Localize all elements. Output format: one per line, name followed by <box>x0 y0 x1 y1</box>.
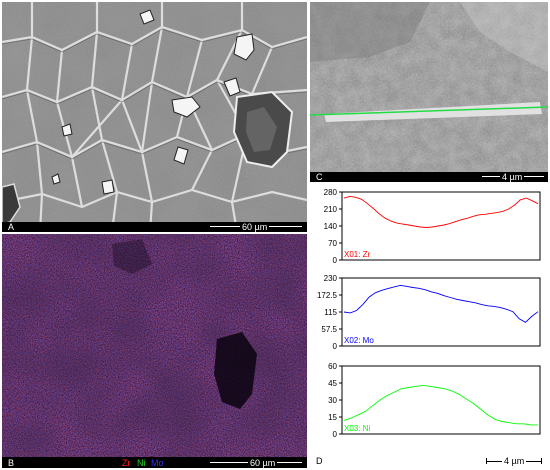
panel-c-sem-linescan: C 4 µm <box>310 2 548 182</box>
series-line <box>343 384 538 426</box>
legend-zr: Zr <box>122 458 131 468</box>
y-tick-label: 140 <box>324 222 338 231</box>
scalebar-area-c <box>310 172 548 182</box>
y-tick-label: 230 <box>324 274 338 283</box>
scalebar-label-c: 4 µm <box>500 172 525 182</box>
dark-region <box>214 332 257 409</box>
scalebar-tick-left-d <box>486 458 487 464</box>
scalebar-tick-right-d <box>541 458 542 464</box>
y-tick-label: 57.5 <box>321 325 337 334</box>
series-label: X01: Zr <box>344 250 371 259</box>
scalebar-label-a: 60 µm <box>240 222 270 232</box>
scalebar-label-b: 60 µm <box>248 458 278 468</box>
legend-mo: Mo <box>151 458 164 468</box>
y-tick-label: 30 <box>328 396 337 405</box>
coating-layer <box>324 102 542 122</box>
y-tick-label: 210 <box>324 205 338 214</box>
scalebar-area-a <box>2 222 307 232</box>
particles <box>51 9 255 195</box>
sem-image-a <box>2 2 307 232</box>
line-scan-path <box>310 106 548 116</box>
chart-frame-3 <box>341 365 541 435</box>
y-tick-label: 70 <box>328 239 337 248</box>
panel-letter-d: D <box>316 456 323 466</box>
y-tick-label: 0 <box>333 256 338 265</box>
y-tick-label: 115 <box>324 308 337 317</box>
y-tick-label: 280 <box>324 188 338 197</box>
y-tick-label: 172.5 <box>317 291 338 300</box>
panel-b-eds-map: B Zr Ni Mo 60 µm <box>2 234 307 468</box>
panel-letter-a: A <box>8 222 15 232</box>
series-label: X02: Mo <box>344 336 374 345</box>
panel-letter-b: B <box>8 458 15 468</box>
series-line <box>343 195 539 228</box>
map-footer-b <box>2 457 307 468</box>
panel-letter-c: C <box>316 172 323 182</box>
grain-boundaries <box>2 2 307 232</box>
y-tick-label: 45 <box>328 379 337 388</box>
chart-frame-1 <box>341 191 541 261</box>
panel-a-sem-image: A 60 µm <box>2 2 307 232</box>
sem-image-c <box>310 2 548 182</box>
panel-d-linescan-profiles: 0 70 140 210 280 X01: Zr 0 57.5 115 172.5 230 X02: … <box>310 184 548 468</box>
y-tick-label: 0 <box>333 430 338 439</box>
y-tick-label: 0 <box>333 342 338 351</box>
legend-ni: Ni <box>137 458 146 468</box>
profiles-chart: 0 70 140 210 280 X01: Zr 0 57.5 115 172.5 230 X02: … <box>317 188 541 439</box>
y-tick-label: 60 <box>328 362 337 371</box>
eds-map-b <box>2 234 307 468</box>
scalebar-label-d: 4 µm <box>502 456 527 466</box>
y-tick-label: 15 <box>328 413 337 422</box>
series-label: X03: Ni <box>344 424 370 433</box>
series-line <box>343 284 539 323</box>
